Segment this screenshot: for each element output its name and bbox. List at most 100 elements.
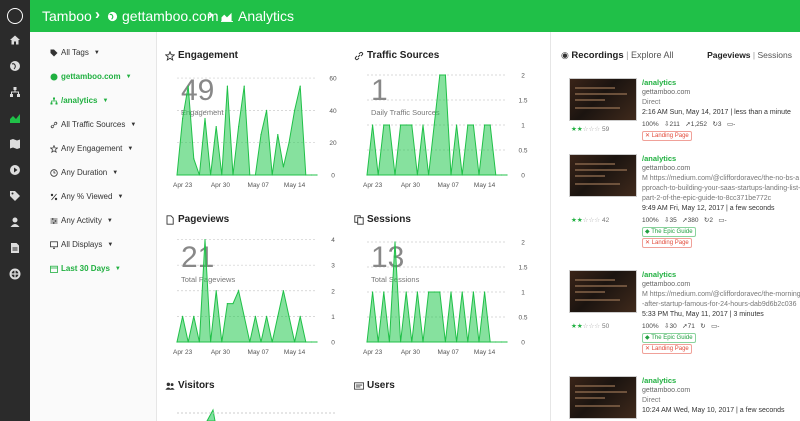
user-icon[interactable] (9, 216, 21, 228)
chart-area-icon[interactable] (9, 112, 21, 124)
filter-label: Last 30 Days (61, 264, 110, 273)
recording-path[interactable]: /analytics (642, 270, 677, 279)
recording-thumbnail[interactable] (569, 270, 637, 313)
filter-label: gettamboo.com (61, 72, 121, 81)
tab-pageviews[interactable]: Pageviews (707, 50, 751, 60)
x-tick-label: May 07 (248, 349, 270, 356)
filter-label: /analytics (61, 96, 98, 105)
filter-percent-dropdown[interactable]: Any % Viewed ▼ (50, 192, 123, 201)
recording-badge[interactable]: ◆ The Epic Guide (642, 333, 696, 343)
moves-count: 1,252 (690, 121, 708, 128)
filter-tag-dropdown[interactable]: All Tags ▼ (50, 48, 100, 57)
clicks-icon: ⇩ (664, 217, 670, 224)
tab-sessions[interactable]: Sessions (757, 50, 793, 60)
brand-link[interactable]: Tamboo (42, 8, 92, 24)
display-icon: ▭- (711, 323, 720, 330)
filter-clock-dropdown[interactable]: Any Duration ▼ (50, 168, 118, 177)
filter-star-dropdown[interactable]: Any Engagement ▼ (50, 144, 133, 153)
filter-calendar-dropdown[interactable]: Last 30 Days ▼ (50, 264, 121, 273)
recording-path[interactable]: /analytics (642, 78, 677, 87)
star-icon (50, 144, 58, 153)
recording-thumbnail[interactable] (569, 376, 637, 419)
filter-desktop-dropdown[interactable]: All Displays ▼ (50, 240, 113, 249)
y-tick-label: 1 (521, 290, 525, 297)
filter-link-dropdown[interactable]: All Traffic Sources ▼ (50, 120, 136, 129)
copy-icon (354, 214, 364, 225)
data-point (484, 291, 486, 293)
recording-path[interactable]: /analytics (642, 376, 677, 385)
recording-thumbnail[interactable] (569, 78, 637, 121)
data-point (489, 124, 491, 126)
filter-label: All Tags (61, 48, 89, 57)
display-icon: ▭- (718, 217, 727, 224)
life-ring-icon[interactable] (9, 268, 21, 280)
site-crumb[interactable]: gettamboo.com (107, 8, 219, 24)
filter-panel: All Tags ▼ gettamboo.com ▼/analytics ▼ All Tr… (30, 32, 157, 421)
y-tick-label: 0 (331, 340, 335, 347)
data-point (266, 315, 268, 317)
recording-referrer: Direct (642, 98, 800, 108)
x-tick-label: Apr 30 (211, 182, 231, 189)
percent-viewed: 100% (642, 323, 659, 330)
divider (550, 32, 551, 421)
section-crumb[interactable]: Analytics (220, 8, 294, 24)
recording-referrer-text: Direct (642, 99, 661, 106)
filter-sliders-dropdown[interactable]: Any Activity ▼ (50, 216, 113, 225)
caret-down-icon: ▼ (114, 265, 121, 272)
recording-rating: ★★☆☆☆ 59 (571, 125, 609, 133)
percent-viewed: 100% (642, 121, 659, 128)
top-bar: Tamboo › gettamboo.com › Analytics (30, 0, 800, 32)
percent-viewed: 100% (642, 217, 659, 224)
recording-info: /analytics gettamboo.com M https://medium.… (642, 270, 800, 320)
recording-stats: 100% ⇩35 ➚380 ↻2 ▭- (642, 216, 727, 224)
pageviews-title: Pageviews (165, 214, 229, 225)
sitemap-icon[interactable] (9, 86, 21, 98)
explore-all-link[interactable]: Explore All (631, 50, 674, 60)
map-icon[interactable] (9, 138, 21, 150)
play-circle-icon[interactable] (9, 164, 21, 176)
clicks-count: 211 (669, 121, 680, 128)
y-tick-label: 2 (521, 240, 525, 247)
filter-sitemap-dropdown[interactable]: /analytics ▼ (50, 96, 108, 105)
data-point (472, 124, 474, 126)
sessions-total-value: 13 (371, 241, 404, 274)
data-point (299, 315, 301, 317)
data-point (456, 124, 458, 126)
y-tick-label: 60 (329, 76, 337, 83)
x-tick-label: May 14 (284, 182, 306, 189)
recording-score: 59 (601, 126, 610, 133)
recording-badge[interactable]: ✕ Landing Page (642, 238, 692, 248)
caret-down-icon: ▼ (130, 121, 137, 128)
globe-icon[interactable] (9, 60, 21, 72)
data-point (243, 85, 245, 87)
filter-globe-dropdown[interactable]: gettamboo.com ▼ (50, 72, 132, 81)
x-tick-label: May 07 (438, 182, 460, 189)
recording-path[interactable]: /analytics (642, 154, 677, 163)
clicks-count: 35 (669, 217, 677, 224)
data-point (383, 124, 385, 126)
recording-thumbnail[interactable] (569, 154, 637, 197)
pageviews-total-value: 21 (181, 241, 214, 274)
badge-label: The Epic Guide (651, 335, 693, 341)
clicks-count: 30 (669, 323, 677, 330)
data-point (416, 291, 418, 293)
file-icon[interactable] (9, 242, 21, 254)
y-tick-label: 0 (521, 173, 525, 180)
home-icon[interactable] (9, 34, 21, 46)
percent-icon (50, 193, 58, 201)
recording-info: /analytics gettamboo.com M https://medium.… (642, 154, 800, 214)
recording-badge[interactable]: ✕ Landing Page (642, 344, 692, 354)
logo-icon[interactable] (7, 8, 23, 24)
y-tick-label: 4 (331, 237, 335, 244)
recording-badge[interactable]: ◆ The Epic Guide (642, 227, 696, 237)
data-point (288, 315, 290, 317)
data-point (472, 291, 474, 293)
recording-badge[interactable]: ✕ Landing Page (642, 131, 692, 141)
y-tick-label: 40 (329, 108, 337, 115)
chevron-right-icon: › (208, 6, 213, 23)
x-tick-label: Apr 23 (363, 182, 383, 189)
pointer-icon: ➚ (682, 217, 688, 224)
tag-icon[interactable] (9, 190, 21, 202)
